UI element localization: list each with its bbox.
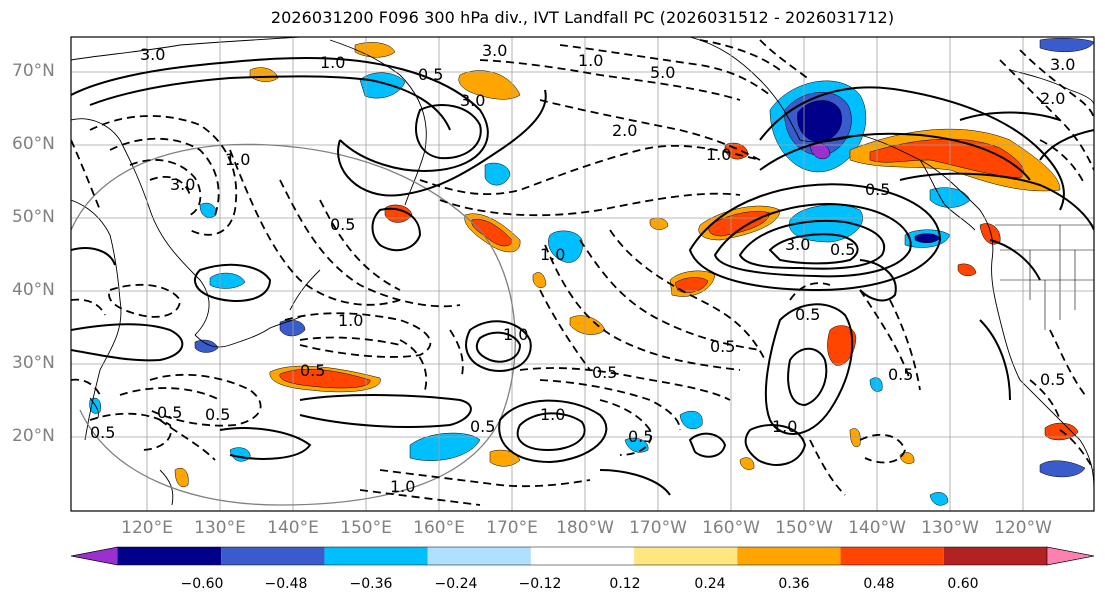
contour-label: 0.5 <box>795 305 820 324</box>
shaded-divergence-field <box>89 38 1094 506</box>
colorbar-tick-label: −0.12 <box>518 576 562 592</box>
contour-label: 2.0 <box>612 121 637 140</box>
colorbar <box>70 546 1095 566</box>
lon-label: 140°W <box>848 518 906 538</box>
lon-label: 150°W <box>775 518 833 538</box>
dashed-contours <box>71 39 1094 506</box>
colorbar-segment <box>840 547 944 565</box>
range-circle <box>71 143 516 506</box>
lat-label: 70°N <box>12 61 55 81</box>
lat-label: 30°N <box>12 353 55 373</box>
lon-label: 150°E <box>340 518 392 538</box>
colorbar-tick-label: 0.48 <box>863 576 895 592</box>
lon-label: 130°W <box>921 518 979 538</box>
contour-label: 0.5 <box>330 215 355 234</box>
lat-label: 40°N <box>12 280 55 300</box>
country-borders <box>995 224 1094 330</box>
contour-label: 0.5 <box>1040 370 1065 389</box>
coastlines <box>71 37 1094 506</box>
contour-label: 1.0 <box>338 311 363 330</box>
colorbar-tick-label: −0.36 <box>349 576 393 592</box>
contour-label: 2.0 <box>1040 89 1065 108</box>
contour-label: 0.5 <box>592 363 617 382</box>
lat-label: 20°N <box>12 426 55 446</box>
lon-label: 120°W <box>994 518 1052 538</box>
colorbar-tick-label: 0.24 <box>694 576 726 592</box>
contour-label: 1.0 <box>225 150 250 169</box>
colorbar-segment <box>118 547 222 565</box>
colorbar-segment <box>530 547 635 565</box>
contour-label: 0.5 <box>90 423 115 442</box>
lat-label: 50°N <box>12 207 55 227</box>
lon-label: 160°W <box>702 518 760 538</box>
colorbar-extend-low <box>70 546 119 566</box>
contour-label: 1.0 <box>772 417 797 436</box>
contour-label: 1.0 <box>706 145 731 164</box>
colorbar-segment <box>324 547 428 565</box>
contour-label: 3.0 <box>170 175 195 194</box>
colorbar-segment <box>427 547 531 565</box>
contour-label: 0.5 <box>418 65 443 84</box>
colorbar-outline <box>70 546 1095 566</box>
colorbar-extend-high <box>1046 546 1095 566</box>
contour-label: 0.5 <box>710 337 735 356</box>
contour-label: 1.0 <box>390 477 415 496</box>
lon-label: 180°W <box>556 518 614 538</box>
lon-label: 120°E <box>121 518 173 538</box>
colorbar-tick-label: −0.48 <box>264 576 308 592</box>
lon-label: 160°E <box>413 518 465 538</box>
lat-label: 60°N <box>12 134 55 154</box>
contour-label: 0.5 <box>205 405 230 424</box>
map-title: 2026031200 F096 300 hPa div., IVT Landfa… <box>270 8 895 27</box>
contour-label: 0.5 <box>830 240 855 259</box>
contour-label: 1.0 <box>540 245 565 264</box>
colorbar-tick-label: −0.60 <box>180 576 224 592</box>
contour-label: 3.0 <box>460 91 485 110</box>
contour-label: 3.0 <box>1050 55 1075 74</box>
colorbar-segment <box>737 547 841 565</box>
map-frame <box>70 36 1095 512</box>
contour-label: 3.0 <box>785 235 810 254</box>
lon-label: 170°E <box>486 518 538 538</box>
contour-labels: 3.0 1.0 0.5 3.0 2.0 1.0 5.0 3.0 1.0 2.0 … <box>90 41 1075 496</box>
contour-label: 1.0 <box>578 51 603 70</box>
solid-contours <box>71 56 1094 496</box>
contour-label: 0.5 <box>470 417 495 436</box>
map-background <box>71 37 1094 511</box>
colorbar-segment <box>943 547 1047 565</box>
contour-label: 0.5 <box>300 361 325 380</box>
colorbar-tick-label: 0.12 <box>609 576 641 592</box>
contour-label: 3.0 <box>140 45 165 64</box>
contour-label: 1.0 <box>540 405 565 424</box>
lon-label: 170°W <box>629 518 687 538</box>
contour-label: 0.5 <box>628 427 653 446</box>
contour-label: 1.0 <box>503 325 528 344</box>
colorbar-segment <box>634 547 738 565</box>
contour-label: 0.5 <box>157 403 182 422</box>
contour-label: 0.5 <box>865 180 890 199</box>
contour-label: 0.5 <box>888 365 913 384</box>
lon-label: 130°E <box>194 518 246 538</box>
colorbar-tick-label: 0.60 <box>947 576 979 592</box>
colorbar-segment <box>221 547 325 565</box>
contour-label: 3.0 <box>482 41 507 60</box>
contour-label: 1.0 <box>320 53 345 72</box>
contour-label: 5.0 <box>650 63 675 82</box>
lon-label: 140°E <box>267 518 319 538</box>
colorbar-tick-label: −0.24 <box>434 576 478 592</box>
colorbar-tick-label: 0.36 <box>778 576 810 592</box>
